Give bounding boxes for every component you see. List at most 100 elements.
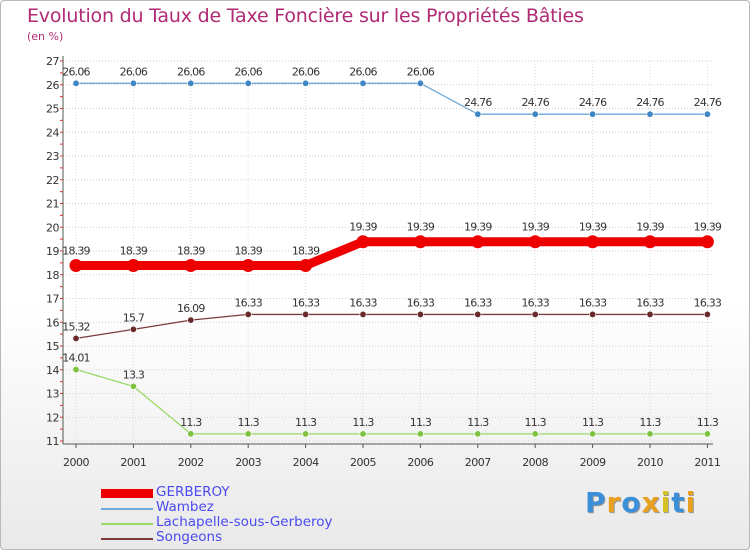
data-label-songeons: 16.33 [292,296,320,309]
logo-letter: i [685,486,697,519]
data-point-gerberoy [69,258,83,272]
data-label-lachapelle-sous-gerberoy: 11.3 [582,416,604,429]
x-tick-label: 2008 [522,456,548,469]
data-label-lachapelle-sous-gerberoy: 11.3 [525,416,547,429]
data-point-songeons [244,310,252,318]
data-point-wambez [703,110,711,118]
data-point-wambez [416,79,424,87]
data-label-songeons: 16.33 [464,296,492,309]
series-line-lachapelle-sous-gerberoy [75,368,709,435]
data-point-lachapelle-sous-gerberoy [302,430,310,438]
data-label-wambez: 26.06 [177,65,205,78]
data-point-gerberoy [586,235,600,249]
data-point-songeons [703,310,711,318]
x-tick-label: 2003 [235,456,261,469]
data-label-songeons: 16.33 [636,296,664,309]
data-point-songeons [72,334,80,342]
data-label-gerberoy: 19.39 [521,221,549,234]
y-tick-label: 24 [46,126,59,139]
proxiti-logo: Proxiti [585,486,696,519]
series-line-songeons [75,313,709,340]
data-label-wambez: 24.76 [636,96,664,109]
data-point-gerberoy [700,235,714,249]
data-label-wambez: 26.06 [292,65,320,78]
data-label-lachapelle-sous-gerberoy: 11.3 [410,416,432,429]
data-point-lachapelle-sous-gerberoy [244,430,252,438]
x-tick-label: 2002 [178,456,204,469]
data-label-songeons: 16.33 [579,296,607,309]
data-label-gerberoy: 18.39 [292,244,320,257]
data-label-gerberoy: 18.39 [120,244,148,257]
data-label-gerberoy: 18.39 [234,244,262,257]
data-label-gerberoy: 18.39 [177,244,205,257]
data-label-songeons: 15.32 [62,320,90,333]
data-point-songeons [359,310,367,318]
x-tick-label: 2001 [120,456,146,469]
data-point-gerberoy [356,235,370,249]
data-point-gerberoy [643,235,657,249]
data-label-gerberoy: 19.39 [579,221,607,234]
x-tick-label: 2000 [63,456,89,469]
y-tick-label: 14 [46,364,59,377]
series-line-gerberoy [71,237,712,270]
data-point-wambez [474,110,482,118]
y-tick-label: 26 [46,79,59,92]
y-tick-label: 17 [46,293,59,306]
data-point-wambez [531,110,539,118]
data-point-wambez [646,110,654,118]
data-point-songeons [187,316,195,324]
data-point-lachapelle-sous-gerberoy [646,430,654,438]
y-tick-label: 16 [46,316,59,329]
logo-letter: o [621,486,642,519]
data-point-lachapelle-sous-gerberoy [359,430,367,438]
data-label-wambez: 26.06 [234,65,262,78]
data-label-lachapelle-sous-gerberoy: 11.3 [238,416,260,429]
data-label-songeons: 15.7 [123,311,145,324]
data-label-gerberoy: 19.39 [349,221,377,234]
logo-letter: x [641,486,661,519]
data-label-lachapelle-sous-gerberoy: 11.3 [697,416,719,429]
y-tick-label: 19 [46,245,59,258]
data-label-lachapelle-sous-gerberoy: 13.3 [123,368,145,381]
data-point-songeons [589,310,597,318]
data-point-gerberoy [126,258,140,272]
y-tick-label: 15 [46,340,59,353]
data-point-songeons [302,310,310,318]
data-label-songeons: 16.33 [694,296,722,309]
data-label-songeons: 16.33 [234,296,262,309]
x-tick-label: 2004 [293,456,319,469]
data-label-wambez: 24.76 [464,96,492,109]
data-point-lachapelle-sous-gerberoy [416,430,424,438]
legend-label-songeons: Songeons [156,529,223,545]
data-point-lachapelle-sous-gerberoy [474,430,482,438]
data-label-lachapelle-sous-gerberoy: 11.3 [639,416,661,429]
data-point-songeons [531,310,539,318]
data-point-lachapelle-sous-gerberoy [72,366,80,374]
data-label-lachapelle-sous-gerberoy: 11.3 [467,416,489,429]
data-point-wambez [589,110,597,118]
x-tick-label: 2010 [637,456,663,469]
chart-subtitle: (en %) [27,30,64,43]
data-point-songeons [416,310,424,318]
data-label-gerberoy: 19.39 [407,221,435,234]
y-tick-label: 18 [46,269,59,282]
y-tick-label: 22 [46,174,59,187]
data-label-wambez: 24.76 [694,96,722,109]
x-tick-label: 2011 [694,456,720,469]
data-label-lachapelle-sous-gerberoy: 14.01 [62,352,90,365]
data-label-lachapelle-sous-gerberoy: 11.3 [352,416,374,429]
logo-letter: t [671,486,686,519]
data-label-gerberoy: 18.39 [62,244,90,257]
data-label-wambez: 26.06 [407,65,435,78]
y-tick-label: 11 [46,435,59,448]
data-point-lachapelle-sous-gerberoy [129,382,137,390]
data-point-wambez [244,79,252,87]
data-point-songeons [646,310,654,318]
legend-label-lachapelle-sous-gerberoy: Lachapelle-sous-Gerberoy [156,514,333,530]
logo-letter: i [660,486,672,519]
x-tick-label: 2007 [465,456,491,469]
data-point-gerberoy [184,258,198,272]
data-point-songeons [474,310,482,318]
